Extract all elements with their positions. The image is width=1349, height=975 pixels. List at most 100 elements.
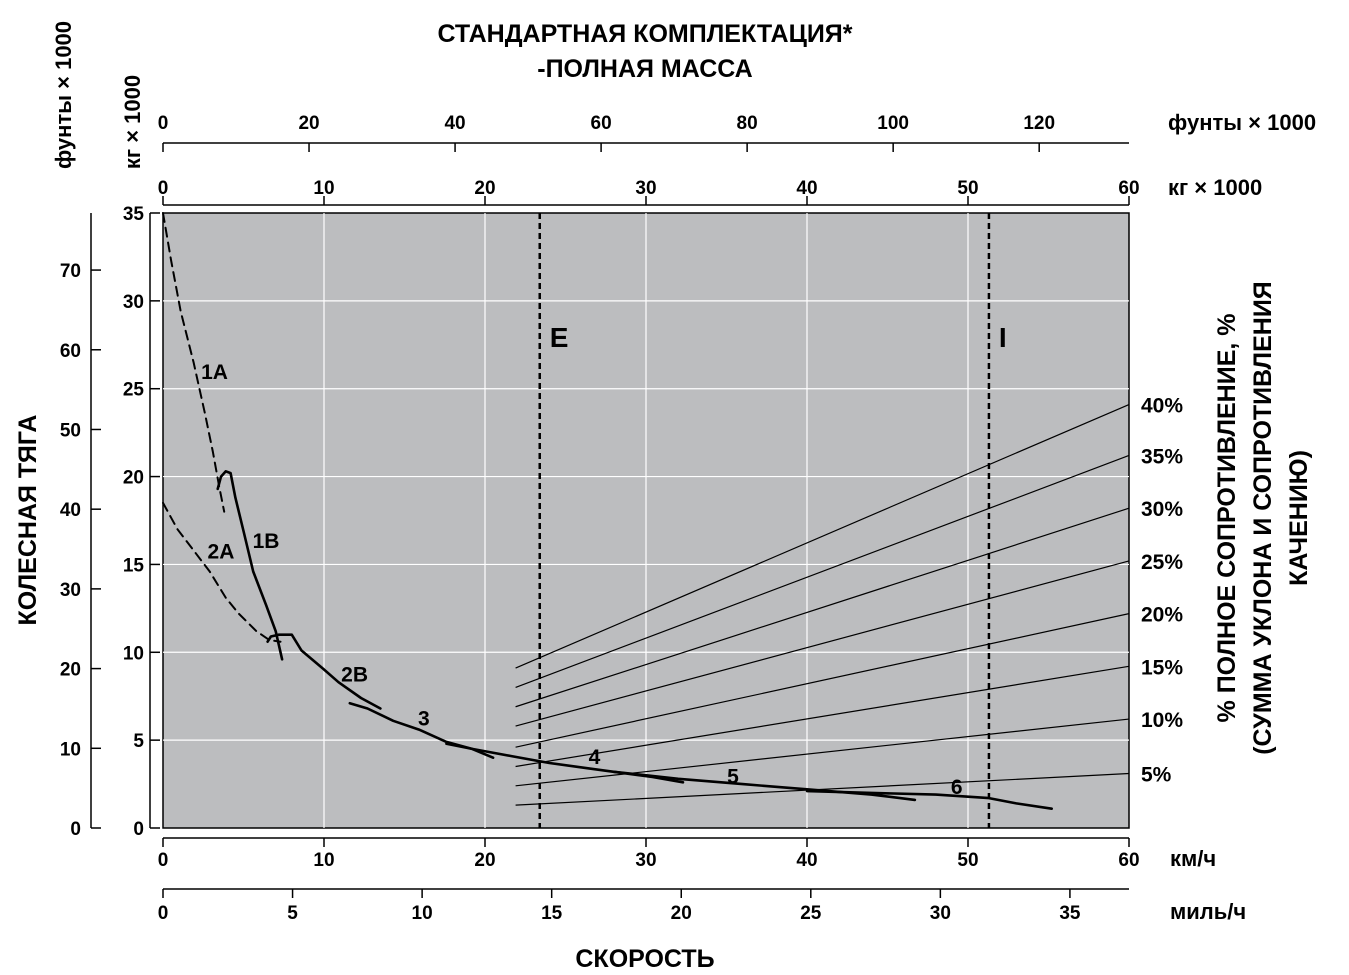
tick-label: 0 bbox=[158, 850, 169, 871]
tick-label: 25 bbox=[123, 380, 145, 401]
tick-label: 70 bbox=[60, 261, 81, 282]
tick-label: 0 bbox=[158, 113, 169, 134]
curve-2a bbox=[162, 501, 282, 643]
tick-label: 10 bbox=[123, 643, 144, 664]
tick-label: 40 bbox=[60, 500, 81, 521]
curve-label: 4 bbox=[589, 746, 601, 769]
tick-label: 10 bbox=[313, 178, 334, 199]
curve-label: 1A bbox=[201, 361, 228, 384]
x-axis-title: СКОРОСТЬ bbox=[575, 945, 714, 973]
kmh-unit: км/ч bbox=[1170, 846, 1216, 871]
tick-label: 80 bbox=[737, 113, 758, 134]
tick-label: 35 bbox=[123, 204, 145, 225]
tick-label: 20 bbox=[298, 113, 319, 134]
top-kg-axis: 0 10 20 30 40 50 60 bbox=[158, 178, 1140, 206]
mph-unit: миль/ч bbox=[1170, 899, 1246, 924]
tick-label: 120 bbox=[1023, 113, 1055, 134]
resistance-line bbox=[515, 560, 1130, 727]
resistance-label: 15% bbox=[1141, 656, 1183, 679]
y-axis-title: КОЛЕСНАЯ ТЯГА bbox=[14, 415, 42, 626]
tick-label: 15 bbox=[123, 555, 145, 576]
tick-label: 40 bbox=[796, 178, 817, 199]
tick-label: 0 bbox=[158, 178, 169, 199]
curve-5 bbox=[612, 770, 917, 802]
tick-label: 40 bbox=[796, 850, 817, 871]
tick-label: 30 bbox=[930, 903, 951, 924]
curve-label: 5 bbox=[727, 765, 739, 788]
right-axis-title-line1: % ПОЛНОЕ СОПРОТИВЛЕНИЕ, % bbox=[1213, 314, 1241, 723]
resistance-line bbox=[515, 718, 1130, 787]
top-lb-axis: 0 20 40 60 80 100 120 bbox=[158, 113, 1129, 152]
grid-lines bbox=[163, 213, 1129, 828]
tick-label: 60 bbox=[591, 113, 612, 134]
resistance-line bbox=[515, 665, 1130, 768]
tick-label: 60 bbox=[1118, 850, 1139, 871]
tick-label: 50 bbox=[957, 178, 978, 199]
resistance-label: 5% bbox=[1141, 764, 1172, 787]
resistance-label: 10% bbox=[1141, 709, 1183, 732]
left-lb-axis: 0 10 20 30 40 50 60 70 bbox=[60, 213, 101, 840]
bottom-mph-axis: 0 5 10 15 20 25 30 35 bbox=[158, 888, 1129, 924]
resistance-line bbox=[515, 613, 1130, 748]
resistance-line bbox=[515, 454, 1130, 688]
tick-label: 15 bbox=[541, 903, 563, 924]
resistance-label: 20% bbox=[1141, 604, 1183, 627]
curve-label: 2A bbox=[208, 540, 235, 563]
tick-label: 30 bbox=[60, 580, 81, 601]
tick-label: 20 bbox=[60, 660, 81, 681]
left-kg-axis: 0 5 10 15 20 25 30 35 bbox=[123, 204, 160, 840]
chart-title-line2: -ПОЛНАЯ МАССА bbox=[537, 55, 752, 83]
right-axis-title-line3: КАЧЕНИЮ) bbox=[1285, 450, 1313, 586]
right-axis-title-line2: (СУММА УКЛОНА И СОПРОТИВЛЕНИЯ bbox=[1249, 281, 1277, 755]
curve-label: 3 bbox=[418, 707, 430, 730]
tick-label: 20 bbox=[474, 178, 495, 199]
tick-label: 10 bbox=[412, 903, 433, 924]
tick-label: 35 bbox=[1059, 903, 1081, 924]
curve-label: 1B bbox=[253, 530, 280, 553]
tick-label: 50 bbox=[60, 420, 81, 441]
resistance-label: 30% bbox=[1141, 498, 1183, 521]
tick-label: 10 bbox=[313, 850, 334, 871]
resistance-label: 35% bbox=[1141, 445, 1183, 468]
tick-label: 10 bbox=[60, 739, 81, 760]
tick-label: 60 bbox=[1118, 178, 1139, 199]
curve-2b bbox=[266, 633, 382, 710]
top-lb-unit: фунты × 1000 bbox=[1168, 110, 1316, 135]
tick-label: 25 bbox=[800, 903, 822, 924]
curve-1a bbox=[162, 212, 226, 513]
tractive-curves: 1A 1B 2A 2B 3 4 5 6 bbox=[162, 212, 1053, 811]
top-kg-unit: кг × 1000 bbox=[1168, 175, 1262, 200]
tick-label: 5 bbox=[287, 903, 298, 924]
resistance-lines: 5% 10% 15% 20% 25% 30% 35% 40% bbox=[515, 395, 1183, 806]
tick-label: 0 bbox=[70, 819, 81, 840]
tick-label: 0 bbox=[133, 819, 144, 840]
tick-label: 5 bbox=[133, 731, 144, 752]
vertical-marker-label: I bbox=[999, 322, 1007, 353]
tick-label: 30 bbox=[635, 850, 656, 871]
tick-label: 100 bbox=[877, 113, 909, 134]
tick-label: 30 bbox=[123, 292, 144, 313]
resistance-line bbox=[515, 403, 1130, 669]
tick-label: 30 bbox=[635, 178, 656, 199]
curve-1b bbox=[216, 469, 284, 661]
tick-label: 0 bbox=[158, 903, 169, 924]
curve-label: 2B bbox=[341, 663, 368, 686]
resistance-label: 25% bbox=[1141, 551, 1183, 574]
tick-label: 20 bbox=[474, 850, 495, 871]
tick-label: 20 bbox=[671, 903, 692, 924]
bottom-kmh-axis: 0 10 20 30 40 50 60 bbox=[158, 837, 1140, 871]
vertical-marker-label: E bbox=[550, 322, 569, 353]
top-lb-rotated-unit: фунты × 1000 bbox=[51, 21, 76, 169]
tick-label: 60 bbox=[60, 341, 81, 362]
curve-6 bbox=[805, 789, 1053, 811]
tick-label: 40 bbox=[444, 113, 465, 134]
resistance-line bbox=[515, 507, 1130, 708]
top-kg-rotated-unit: кг × 1000 bbox=[120, 75, 145, 169]
curve-label: 6 bbox=[951, 776, 963, 799]
resistance-label: 40% bbox=[1141, 395, 1183, 418]
tick-label: 50 bbox=[957, 850, 978, 871]
chart-title-line1: СТАНДАРТНАЯ КОМПЛЕКТАЦИЯ* bbox=[437, 20, 852, 48]
tick-label: 20 bbox=[123, 468, 144, 489]
